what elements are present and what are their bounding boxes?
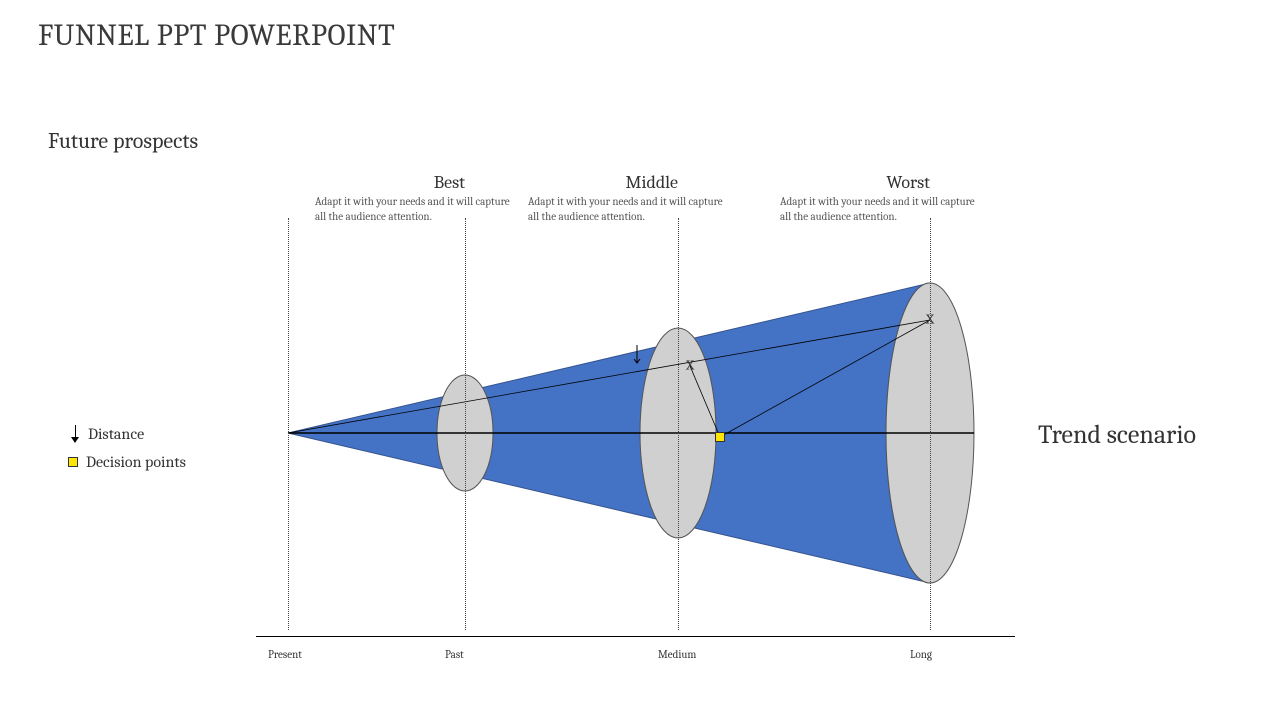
grid-vline — [678, 218, 679, 630]
right-label: Trend scenario — [1038, 420, 1196, 450]
x-axis — [256, 636, 1015, 637]
legend-decision-label: Decision points — [86, 453, 186, 471]
arrow-down-icon — [68, 425, 82, 443]
cone-diagram: XX — [0, 0, 1280, 720]
axis-label: Present — [268, 648, 302, 661]
axis-label: Medium — [658, 648, 696, 661]
axis-label: Past — [445, 648, 464, 661]
legend-decision: Decision points — [68, 453, 186, 471]
column-heading: Best — [315, 172, 465, 193]
column-desc: Adapt it with your needs and it will cap… — [315, 195, 515, 225]
column-heading: Worst — [780, 172, 930, 193]
legend-distance-label: Distance — [88, 425, 144, 443]
grid-vline — [465, 218, 466, 630]
column-heading: Middle — [528, 172, 678, 193]
legend-distance: Distance — [68, 425, 144, 443]
legend-square-icon — [68, 457, 78, 467]
svg-text:X: X — [685, 356, 695, 373]
column-desc: Adapt it with your needs and it will cap… — [780, 195, 980, 225]
axis-label: Long — [910, 648, 932, 661]
grid-vline — [930, 218, 931, 630]
grid-vline — [288, 218, 289, 630]
column-desc: Adapt it with your needs and it will cap… — [528, 195, 728, 225]
